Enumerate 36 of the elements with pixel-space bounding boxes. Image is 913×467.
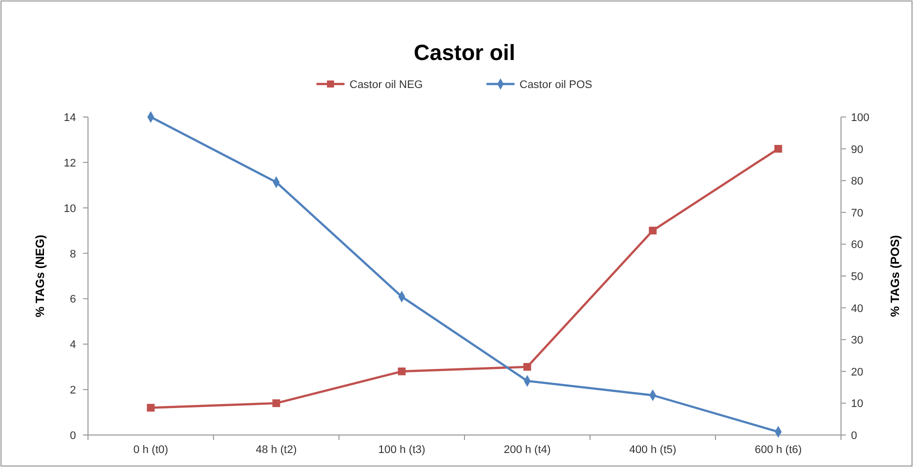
- x-tick-label: 400 h (t5): [629, 444, 676, 456]
- y2-tick-label: 0: [851, 430, 858, 442]
- point: [146, 404, 155, 412]
- x-tick-label: 200 h (t4): [504, 444, 551, 456]
- y-tick-label: 10: [64, 202, 76, 215]
- x-tick-label: 0 h (t0): [133, 444, 168, 456]
- x-tick-label: 100 h (t3): [378, 444, 426, 456]
- point: [272, 399, 280, 408]
- y-tick-label: 14: [64, 112, 76, 124]
- point: [523, 362, 532, 371]
- x-tick-label: 48 h (t2): [256, 444, 297, 456]
- y-axis-title: % TAGs (NEG): [33, 234, 47, 318]
- y-tick-label: 12: [64, 157, 76, 170]
- y2-tick-label: 80: [851, 176, 864, 188]
- point: [398, 368, 406, 376]
- y2-tick-label: 90: [851, 144, 864, 156]
- y2-tick-label: 20: [851, 366, 864, 378]
- y2-axis-title: % TAGs (POS): [888, 235, 902, 317]
- y2-tick-label: 100: [851, 112, 870, 124]
- y-tick-label: 4: [70, 339, 76, 352]
- point: [648, 226, 657, 234]
- y2-tick-label: 40: [851, 302, 864, 315]
- point: [774, 144, 782, 153]
- y2-tick-label: 30: [851, 334, 864, 347]
- legend-label: Castor oil NEG: [350, 79, 423, 91]
- y2-tick-label: 70: [851, 207, 864, 220]
- y2-tick-label: 60: [851, 239, 864, 252]
- y2-tick-label: 10: [851, 398, 864, 410]
- y-tick-label: 2: [70, 384, 76, 397]
- y2-tick-label: 50: [851, 271, 864, 283]
- chart-title: Castor oil: [414, 40, 516, 65]
- legend-label: Castor oil POS: [520, 79, 592, 91]
- y-tick-label: 6: [70, 294, 76, 306]
- y-tick-label: 0: [70, 430, 76, 442]
- x-tick-label: 600 h (t6): [754, 444, 802, 456]
- y-tick-label: 8: [70, 248, 76, 260]
